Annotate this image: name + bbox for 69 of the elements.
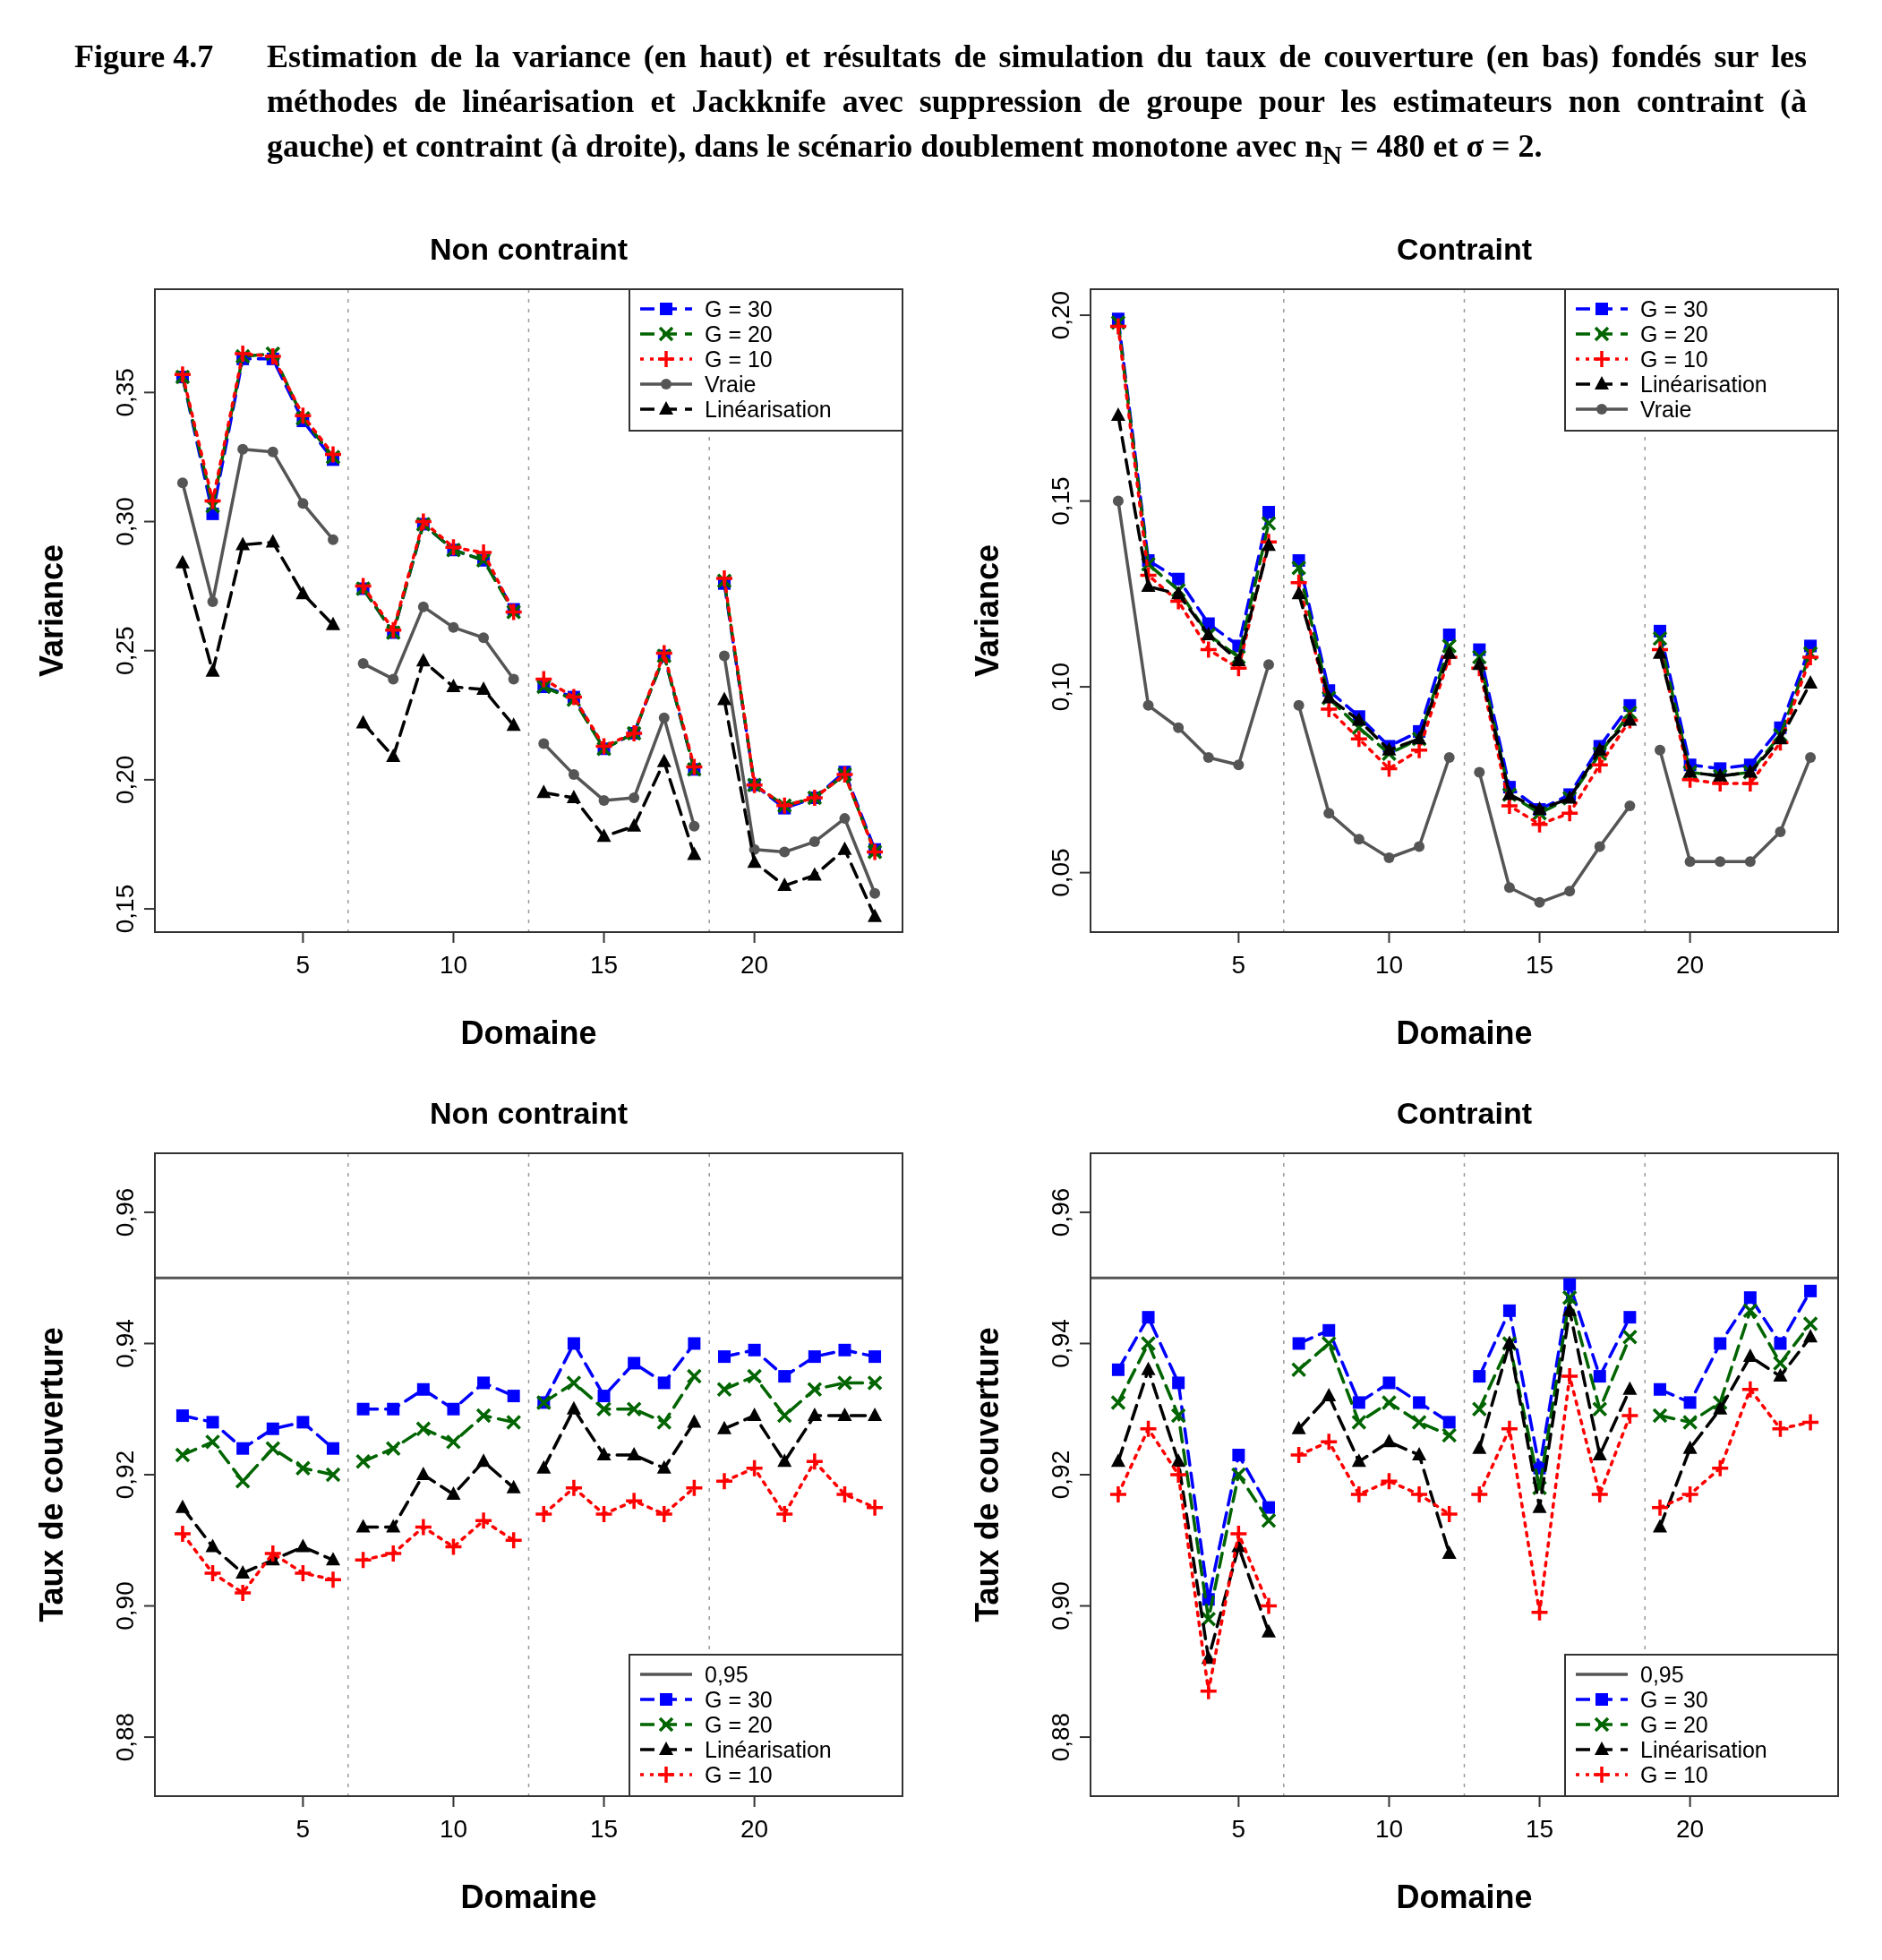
y-tick-label: 0,92: [111, 1450, 139, 1500]
x-tick-label: 10: [439, 1815, 468, 1844]
x-tick-label: 15: [589, 951, 619, 980]
y-tick-label: 0,10: [1047, 663, 1074, 712]
legend-label: G = 30: [1640, 296, 1708, 322]
legend-label: Vraie: [705, 372, 757, 398]
legend-label: Linéarisation: [705, 397, 832, 423]
legend-label: Linéarisation: [1640, 372, 1767, 398]
x-tick-label: 5: [1231, 951, 1246, 980]
legend-label: G = 30: [705, 296, 773, 322]
y-tick-label: 0,20: [111, 755, 139, 805]
legend-label: G = 20: [1640, 321, 1708, 347]
legend-label: G = 10: [1640, 1762, 1708, 1788]
y-tick-label: 0,35: [111, 368, 139, 417]
x-axis-title: Domaine: [1396, 1879, 1533, 1916]
legend-label: G = 10: [705, 347, 773, 372]
x-tick-label: 20: [740, 951, 769, 980]
y-tick-label: 0,90: [1047, 1581, 1074, 1630]
y-tick-label: 0,15: [1047, 476, 1074, 526]
y-tick-label: 0,88: [111, 1713, 139, 1762]
y-tick-label: 0,20: [1047, 290, 1074, 340]
chart-title: Contraint: [1396, 232, 1533, 267]
y-axis-title: Taux de couverture: [33, 1327, 70, 1622]
y-tick-label: 0,90: [111, 1581, 139, 1630]
legend-label: G = 30: [705, 1687, 773, 1713]
x-tick-label: 5: [1231, 1815, 1246, 1844]
y-tick-label: 0,30: [111, 497, 139, 546]
y-axis-title: Variance: [33, 544, 70, 678]
x-axis-title: Domaine: [460, 1014, 597, 1052]
chart-title: Non contraint: [430, 232, 628, 267]
legend-label: Linéarisation: [1640, 1737, 1767, 1763]
y-tick-label: 0,94: [111, 1319, 139, 1368]
legend-label: Linéarisation: [705, 1737, 832, 1763]
y-tick-label: 0,94: [1047, 1319, 1074, 1368]
legend-label: Vraie: [1640, 397, 1692, 423]
y-axis-title: Taux de couverture: [969, 1327, 1005, 1622]
legend-label: G = 20: [705, 1712, 773, 1738]
x-tick-label: 20: [1676, 951, 1705, 980]
x-tick-label: 15: [589, 1815, 619, 1844]
y-tick-label: 0,88: [1047, 1713, 1074, 1762]
x-tick-label: 5: [295, 1815, 311, 1844]
x-tick-label: 20: [740, 1815, 769, 1844]
y-tick-label: 0,05: [1047, 848, 1074, 898]
y-axis-title: Variance: [969, 544, 1005, 678]
y-tick-label: 0,25: [111, 626, 139, 676]
legend-label: G = 10: [1640, 347, 1708, 372]
x-tick-label: 20: [1676, 1815, 1705, 1844]
chart-title: Contraint: [1396, 1096, 1533, 1131]
legend-label: 0,95: [705, 1662, 749, 1688]
y-tick-label: 0,96: [111, 1187, 139, 1237]
caption: Figure 4.7: [74, 38, 215, 76]
text: Estimation de la variance (en haut) et résultats de simulation du taux de couverture (en bas) fondés sur les méthodes de linéarisation et Jackknife avec suppression de groupe pour les estimateurs non contraint (à gauche) et contraint (à droite), dans le scénario doublement monotone avec n$_{N}$ = 480 et σ = 2.: [267, 38, 1807, 172]
x-axis-title: Domaine: [460, 1879, 597, 1916]
x-axis-title: Domaine: [1396, 1014, 1533, 1052]
x-tick-label: 5: [295, 951, 311, 980]
y-tick-label: 0,96: [1047, 1187, 1074, 1237]
x-tick-label: 10: [1374, 1815, 1404, 1844]
legend-label: G = 10: [705, 1762, 773, 1788]
legend-label: G = 20: [1640, 1712, 1708, 1738]
x-tick-label: 15: [1525, 951, 1554, 980]
x-tick-label: 10: [1374, 951, 1404, 980]
x-tick-label: 15: [1525, 1815, 1554, 1844]
legend-label: 0,95: [1640, 1662, 1684, 1688]
y-tick-label: 0,92: [1047, 1450, 1074, 1500]
y-tick-label: 0,15: [111, 884, 139, 934]
legend-label: G = 30: [1640, 1687, 1708, 1713]
legend-label: G = 20: [705, 321, 773, 347]
x-tick-label: 10: [439, 951, 468, 980]
chart-title: Non contraint: [430, 1096, 628, 1131]
